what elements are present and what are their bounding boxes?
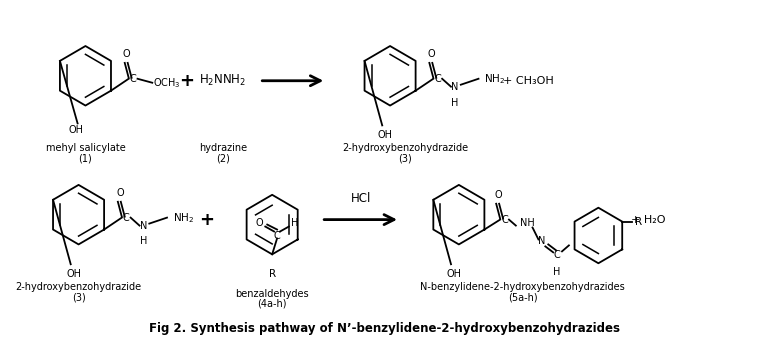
Text: N: N (537, 236, 545, 246)
Text: N-benzylidene-2-hydroxybenzohydrazides: N-benzylidene-2-hydroxybenzohydrazides (421, 282, 625, 292)
Text: mehyl salicylate: mehyl salicylate (45, 143, 125, 153)
Text: +: + (199, 211, 214, 229)
Text: H: H (291, 218, 299, 228)
Text: (4a-h): (4a-h) (258, 299, 287, 309)
Text: OH: OH (66, 269, 81, 279)
Text: O: O (255, 218, 263, 228)
Text: Fig 2. Synthesis pathway of N’-benzylidene-2-hydroxybenzohydrazides: Fig 2. Synthesis pathway of N’-benzylide… (149, 322, 620, 335)
Text: +: + (179, 72, 194, 90)
Text: O: O (428, 49, 435, 59)
Text: (3): (3) (398, 153, 412, 163)
Text: O: O (494, 190, 502, 200)
Text: OCH$_3$: OCH$_3$ (153, 76, 181, 90)
Text: OH: OH (446, 269, 462, 279)
Text: H: H (451, 98, 459, 108)
Text: N: N (139, 221, 147, 230)
Text: C: C (434, 74, 441, 84)
Text: + CH₃OH: + CH₃OH (503, 76, 554, 86)
Text: hydrazine: hydrazine (199, 143, 247, 153)
Text: C: C (554, 250, 560, 260)
Text: R: R (635, 217, 642, 227)
Text: (2): (2) (216, 153, 230, 163)
Text: + H₂O: + H₂O (631, 215, 666, 225)
Text: C: C (501, 215, 508, 225)
Text: C: C (274, 232, 280, 241)
Text: 2-hydroxybenzohydrazide: 2-hydroxybenzohydrazide (15, 282, 142, 292)
Text: OH: OH (377, 130, 393, 140)
Text: (5a-h): (5a-h) (508, 292, 537, 302)
Text: benzaldehydes: benzaldehydes (235, 289, 309, 299)
Text: C: C (130, 74, 136, 84)
Text: H: H (553, 267, 561, 277)
Text: H$_2$NNH$_2$: H$_2$NNH$_2$ (199, 73, 246, 88)
Text: N: N (451, 82, 459, 92)
Text: HCl: HCl (350, 192, 371, 205)
Text: NH$_2$: NH$_2$ (173, 211, 194, 225)
Text: (1): (1) (79, 153, 92, 163)
Text: C: C (123, 213, 130, 223)
Text: (3): (3) (72, 292, 86, 302)
Text: NH: NH (520, 218, 534, 228)
Text: O: O (123, 49, 130, 59)
Text: H: H (139, 236, 147, 246)
Text: 2-hydroxybenzohydrazide: 2-hydroxybenzohydrazide (342, 143, 468, 153)
Text: NH$_2$: NH$_2$ (484, 72, 506, 86)
Text: O: O (116, 188, 124, 198)
Text: R: R (268, 269, 276, 279)
Text: OH: OH (68, 125, 83, 136)
